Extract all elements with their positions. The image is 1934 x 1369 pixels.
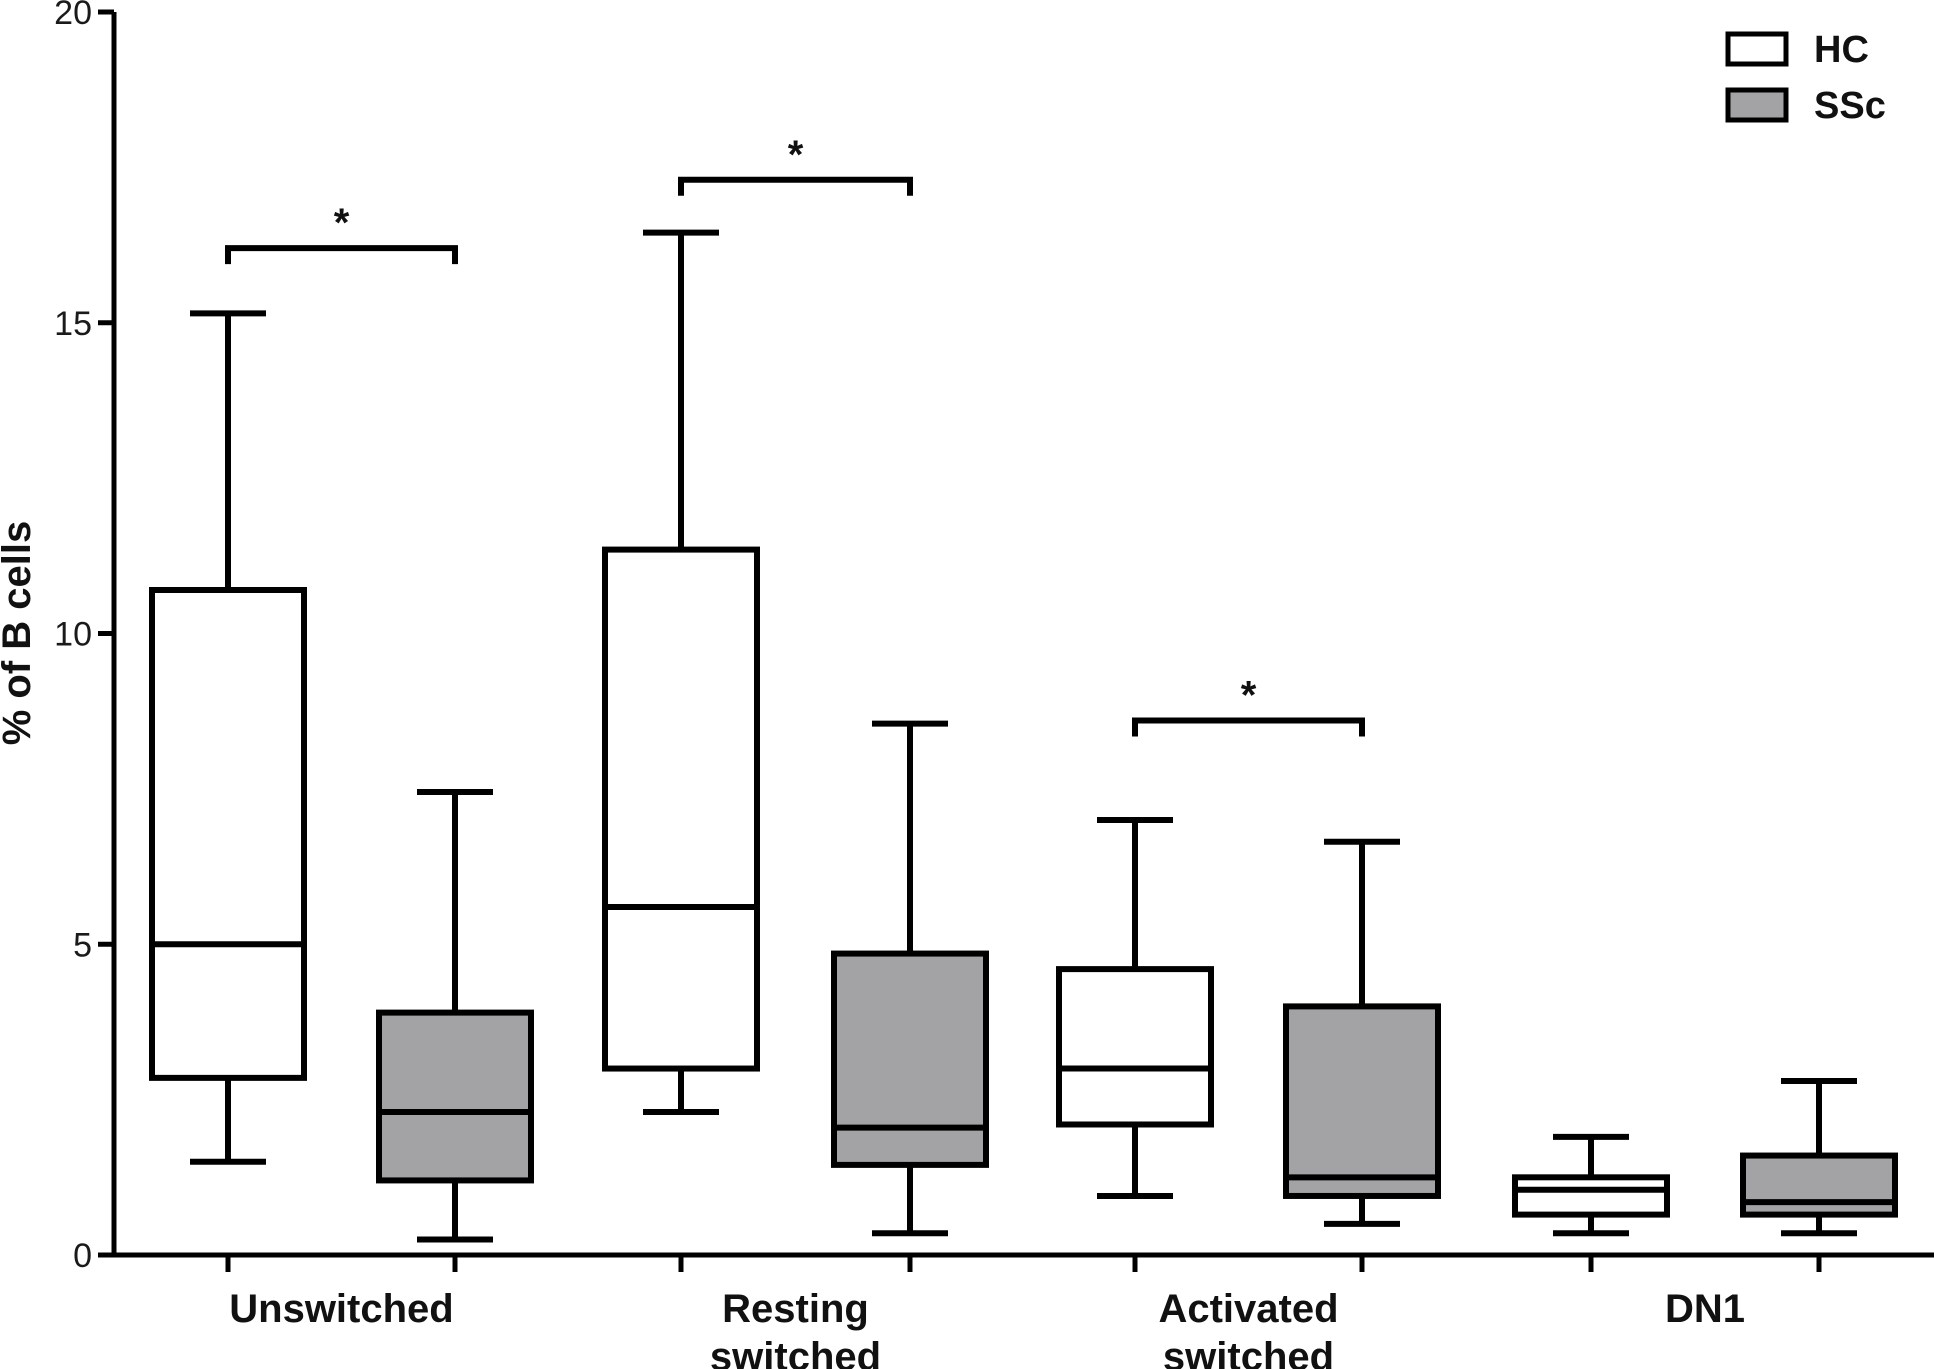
iqr-box [149, 586, 307, 1081]
x-category-label: switched [710, 1335, 881, 1369]
x-category-label: Resting [722, 1287, 869, 1331]
y-axis: 0 5 10 15 20 % of B cells [0, 0, 117, 1275]
y-tick-label: 0 [73, 1237, 92, 1275]
y-tick-label: 20 [54, 0, 92, 32]
legend-label: HC [1814, 29, 1869, 71]
y-tick-label: 5 [73, 926, 92, 964]
significance-marker: * [788, 133, 804, 177]
box-hc-2 [1056, 816, 1214, 1199]
significance-bracket: * [1132, 674, 1365, 737]
iqr-box [1283, 1003, 1441, 1199]
bracket-line [678, 176, 913, 196]
y-tick-label: 10 [54, 616, 92, 654]
x-category-label: Unswitched [229, 1287, 453, 1331]
legend: HC SSc [1725, 29, 1886, 127]
significance-bracket: * [225, 201, 458, 265]
significance-brackets: * * * [225, 133, 1365, 737]
iqr-box [376, 1009, 534, 1184]
significance-marker: * [334, 201, 350, 245]
legend-item-hc: HC [1725, 29, 1869, 71]
legend-label: SSc [1814, 85, 1886, 127]
box-hc-1 [602, 229, 760, 1116]
box-hc-0 [149, 310, 307, 1165]
box-hc-3 [1512, 1133, 1670, 1237]
significance-marker: * [1241, 674, 1257, 718]
box-ssc-2 [1283, 838, 1441, 1227]
legend-swatch [1725, 87, 1789, 123]
iqr-box [831, 950, 989, 1168]
box-series [149, 229, 1898, 1243]
y-ticks: 0 5 10 15 20 [54, 0, 114, 1275]
iqr-box [1740, 1152, 1898, 1218]
legend-item-ssc: SSc [1725, 85, 1886, 127]
significance-bracket: * [678, 133, 913, 196]
y-axis-title: % of B cells [0, 521, 39, 746]
iqr-box [602, 546, 760, 1072]
x-category-label: switched [1163, 1335, 1334, 1369]
iqr-box [1512, 1174, 1670, 1218]
x-category-label: Activated [1158, 1287, 1338, 1331]
x-category-label: DN1 [1665, 1287, 1745, 1331]
box-ssc-0 [376, 788, 534, 1243]
bracket-line [225, 245, 458, 265]
box-ssc-1 [831, 720, 989, 1237]
legend-swatch [1725, 31, 1789, 67]
x-axis: Unswitched Resting switched Activated switch… [112, 1252, 1934, 1369]
x-ticks [225, 1255, 1822, 1272]
x-category-labels: Unswitched Resting switched Activated switch… [229, 1287, 1745, 1369]
y-tick-label: 15 [54, 305, 92, 343]
box-ssc-3 [1740, 1077, 1898, 1237]
bracket-line [1132, 717, 1365, 737]
iqr-box [1056, 966, 1214, 1128]
